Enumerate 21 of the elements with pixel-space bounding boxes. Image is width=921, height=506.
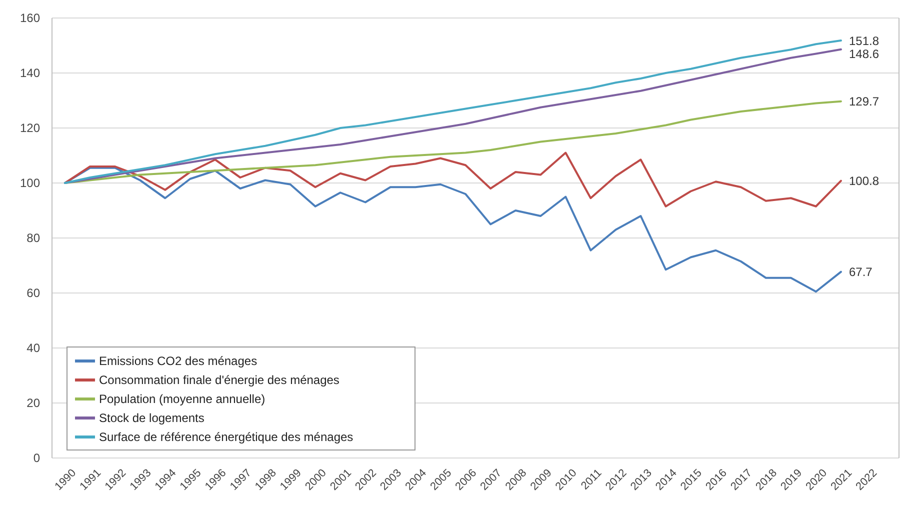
y-tick-label: 100 <box>20 176 40 190</box>
data-label: 148.6 <box>848 46 880 61</box>
y-tick-label: 60 <box>26 286 40 300</box>
data-label: 67.7 <box>848 265 873 280</box>
y-tick-label: 40 <box>26 341 40 356</box>
legend-label: Population (moyenne annuelle) <box>99 392 266 406</box>
data-label: 100.8 <box>848 174 880 188</box>
data-label: 129.7 <box>848 94 880 109</box>
legend-label: Surface de référence énergétique des ménages <box>99 430 354 444</box>
y-tick-label: 80 <box>26 231 40 246</box>
y-tick-label: 20 <box>26 396 40 410</box>
y-tick-label: 140 <box>20 66 40 80</box>
data-label: 151.8 <box>848 34 880 48</box>
line-series <box>64 100 842 184</box>
legend-label: Stock de logements <box>99 411 204 426</box>
y-tick-label: 0 <box>33 451 40 466</box>
line-series <box>64 152 842 208</box>
legend-label: Consommation finale d'énergie des ménages <box>99 373 340 388</box>
legend-label: Emissions CO2 des ménages <box>99 354 258 368</box>
y-tick-label: 120 <box>20 121 40 136</box>
y-tick-label: 160 <box>20 11 40 26</box>
